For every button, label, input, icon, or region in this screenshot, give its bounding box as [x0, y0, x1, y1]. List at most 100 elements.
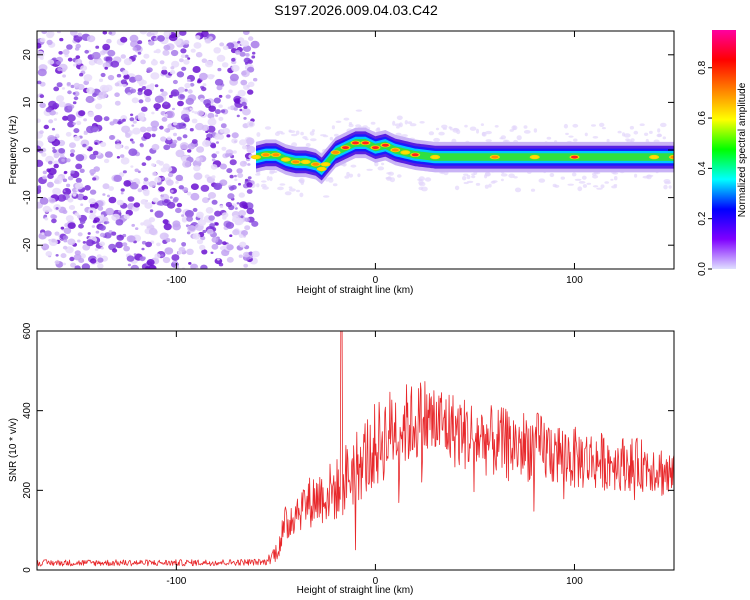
noise-blob	[165, 166, 173, 172]
noise-blob	[130, 264, 139, 269]
haze-blob	[381, 162, 385, 166]
noise-blob	[169, 94, 173, 98]
noise-blob	[67, 197, 74, 203]
noise-blob	[215, 151, 220, 154]
noise-blob	[205, 207, 214, 214]
noise-blob	[48, 119, 54, 124]
noise-blob	[186, 216, 194, 222]
noise-blob	[73, 35, 83, 43]
noise-blob	[120, 188, 125, 192]
noise-blob	[247, 81, 255, 88]
noise-blob	[77, 232, 83, 237]
noise-blob	[88, 198, 96, 205]
haze-blob	[362, 125, 368, 128]
noise-blob	[162, 49, 170, 56]
noise-blob	[83, 130, 87, 133]
noise-blob	[246, 120, 255, 128]
noise-blob	[225, 221, 235, 229]
noise-blob	[205, 60, 213, 68]
noise-blob	[134, 168, 139, 173]
noise-blob	[187, 57, 191, 60]
haze-blob	[256, 183, 260, 188]
noise-blob	[195, 122, 204, 131]
noise-blob	[193, 165, 201, 172]
noise-blob	[137, 188, 143, 193]
noise-blob	[215, 114, 219, 117]
haze-blob	[261, 180, 267, 183]
noise-blob	[61, 67, 67, 73]
noise-blob	[143, 132, 152, 140]
noise-blob	[78, 110, 86, 117]
noise-blob	[104, 151, 113, 158]
haze-blob	[617, 130, 622, 134]
ridge-peak	[252, 155, 260, 159]
noise-blob	[80, 203, 84, 206]
noise-blob	[199, 72, 208, 81]
noise-blob	[192, 66, 201, 73]
y-tick-label: 0	[22, 147, 33, 153]
noise-blob	[243, 31, 250, 35]
haze-blob	[592, 185, 599, 188]
noise-blob	[154, 84, 159, 88]
noise-blob	[75, 177, 82, 183]
haze-blob	[288, 188, 296, 192]
haze-blob	[599, 122, 605, 127]
noise-blob	[51, 127, 56, 131]
haze-blob	[266, 175, 270, 181]
noise-blob	[187, 149, 192, 153]
noise-blob	[112, 248, 118, 253]
noise-blob	[98, 78, 104, 83]
noise-blob	[89, 153, 97, 160]
noise-blob	[247, 59, 253, 64]
haze-blob	[409, 123, 417, 127]
haze-blob	[296, 189, 300, 193]
noise-blob	[103, 232, 112, 239]
noise-blob	[53, 118, 58, 121]
noise-blob	[105, 56, 113, 63]
noise-blob	[70, 84, 75, 89]
noise-blob	[80, 65, 88, 71]
noise-blob	[130, 113, 134, 117]
noise-blob	[47, 59, 55, 65]
noise-blob	[233, 107, 238, 111]
noise-blob	[104, 66, 108, 70]
noise-blob	[160, 254, 164, 257]
noise-blob	[175, 180, 179, 184]
haze-blob	[464, 124, 468, 128]
noise-blob	[133, 253, 137, 256]
haze-blob	[610, 178, 614, 181]
noise-blob	[65, 131, 72, 137]
noise-blob	[122, 83, 127, 88]
haze-blob	[469, 126, 477, 131]
y-tick-label: 10	[22, 96, 33, 108]
noise-blob	[237, 89, 246, 97]
noise-blob	[109, 135, 115, 140]
noise-blob	[156, 201, 162, 206]
noise-blob	[151, 171, 157, 177]
noise-blob	[239, 201, 248, 209]
haze-blob	[376, 127, 381, 131]
noise-blob	[130, 88, 137, 94]
noise-blob	[77, 32, 83, 37]
noise-blob	[79, 168, 85, 173]
noise-blob	[70, 149, 76, 154]
noise-blob	[41, 31, 48, 35]
haze-blob	[299, 192, 304, 198]
noise-blob	[231, 64, 240, 72]
haze-blob	[592, 136, 599, 139]
noise-blob	[131, 97, 139, 104]
haze-blob	[397, 174, 402, 178]
noise-blob	[217, 134, 225, 140]
noise-blob	[190, 183, 199, 190]
noise-blob	[244, 178, 249, 182]
noise-blob	[106, 221, 110, 224]
noise-blob	[108, 31, 113, 35]
noise-blob	[227, 193, 235, 200]
noise-blob	[123, 180, 132, 187]
noise-blob	[168, 34, 178, 42]
noise-blob	[210, 251, 214, 254]
noise-blob	[98, 91, 108, 99]
noise-blob	[211, 74, 215, 78]
noise-blob	[46, 168, 51, 172]
